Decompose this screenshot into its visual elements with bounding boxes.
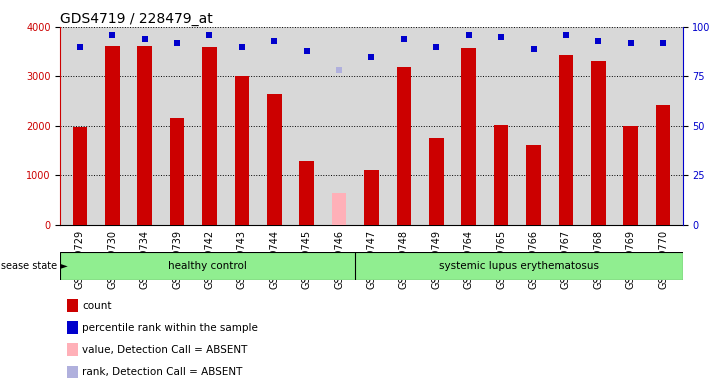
Bar: [67, 366, 78, 379]
Bar: [67, 299, 78, 312]
Bar: [105, 46, 119, 225]
Text: GDS4719 / 228479_at: GDS4719 / 228479_at: [60, 12, 213, 26]
Bar: [355, 252, 683, 280]
Bar: [461, 48, 476, 225]
Text: healthy control: healthy control: [169, 261, 247, 271]
Bar: [299, 161, 314, 225]
Text: disease state ►: disease state ►: [0, 261, 68, 271]
Bar: [526, 145, 541, 225]
Bar: [429, 137, 444, 225]
Bar: [332, 193, 346, 225]
Text: count: count: [82, 301, 112, 311]
Bar: [67, 343, 78, 356]
Bar: [60, 252, 355, 280]
Bar: [494, 125, 508, 225]
Text: percentile rank within the sample: percentile rank within the sample: [82, 323, 258, 333]
Bar: [656, 105, 670, 225]
Text: rank, Detection Call = ABSENT: rank, Detection Call = ABSENT: [82, 367, 242, 377]
Bar: [591, 61, 606, 225]
Bar: [235, 76, 249, 225]
Text: systemic lupus erythematosus: systemic lupus erythematosus: [439, 261, 599, 271]
Bar: [267, 94, 282, 225]
Bar: [170, 118, 184, 225]
Bar: [137, 46, 152, 225]
Bar: [559, 55, 573, 225]
Bar: [73, 127, 87, 225]
Bar: [624, 126, 638, 225]
Bar: [67, 321, 78, 334]
Bar: [397, 68, 411, 225]
Text: value, Detection Call = ABSENT: value, Detection Call = ABSENT: [82, 345, 247, 355]
Bar: [202, 47, 217, 225]
Bar: [364, 170, 379, 225]
